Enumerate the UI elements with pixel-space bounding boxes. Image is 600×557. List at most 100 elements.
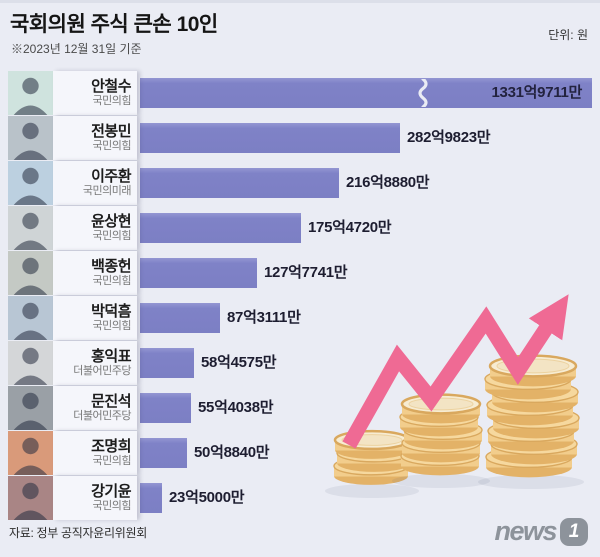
coin-stacks bbox=[325, 354, 584, 498]
member-name: 문진석 bbox=[91, 393, 131, 410]
value-label: 87억3111만 bbox=[227, 309, 301, 326]
member-photo bbox=[8, 431, 53, 475]
source-note: 자료: 정부 공직자윤리위원회 bbox=[9, 526, 147, 540]
table-row: 이주환 국민의미래 216억8880만 bbox=[8, 161, 592, 205]
news1-logo-badge: 1 bbox=[560, 517, 588, 546]
table-row: 안철수 국민의힘 1331억9711만 bbox=[8, 71, 592, 115]
member-label-panel: 전봉민 국민의힘 bbox=[53, 116, 137, 160]
person-silhouette-icon bbox=[8, 386, 53, 430]
value-label: 58억4575만 bbox=[201, 354, 277, 371]
member-photo bbox=[8, 386, 53, 430]
value-label: 50억8840만 bbox=[194, 444, 270, 461]
member-party: 국민의힘 bbox=[92, 95, 132, 107]
top-border-line bbox=[0, 0, 600, 3]
value-bar: 1331억9711만 bbox=[140, 78, 592, 108]
table-row: 전봉민 국민의힘 282억9823만 bbox=[8, 116, 592, 160]
bar-track: 55억4038만 bbox=[140, 386, 592, 430]
person-silhouette-icon bbox=[8, 341, 53, 385]
member-name: 안철수 bbox=[91, 78, 131, 95]
bar-track: 50억8840만 bbox=[140, 431, 592, 475]
member-name: 강기윤 bbox=[91, 483, 131, 500]
member-name: 이주환 bbox=[91, 168, 131, 185]
member-party: 국민의힘 bbox=[92, 230, 132, 242]
member-photo bbox=[8, 71, 53, 115]
value-bar bbox=[140, 438, 187, 468]
member-party: 국민의힘 bbox=[92, 275, 132, 287]
bar-track: 175억4720만 bbox=[140, 206, 592, 250]
person-silhouette-icon bbox=[8, 161, 53, 205]
member-party: 국민의힘 bbox=[92, 500, 132, 512]
news1-logo-text: news bbox=[494, 516, 557, 546]
bar-track: 1331억9711만 bbox=[140, 71, 592, 115]
value-bar bbox=[140, 303, 220, 333]
member-name: 전봉민 bbox=[91, 123, 131, 140]
member-label-panel: 이주환 국민의미래 bbox=[53, 161, 137, 205]
value-bar bbox=[140, 258, 257, 288]
member-party: 국민의힘 bbox=[92, 455, 132, 467]
member-photo bbox=[8, 161, 53, 205]
person-silhouette-icon bbox=[8, 71, 53, 115]
member-label-panel: 박덕흠 국민의힘 bbox=[53, 296, 137, 340]
person-silhouette-icon bbox=[8, 251, 53, 295]
member-photo bbox=[8, 476, 53, 520]
member-name: 박덕흠 bbox=[91, 303, 131, 320]
member-name: 홍익표 bbox=[91, 348, 131, 365]
table-row: 조명희 국민의힘 50억8840만 bbox=[8, 431, 592, 475]
table-row: 박덕흠 국민의힘 87억3111만 bbox=[8, 296, 592, 340]
value-bar bbox=[140, 348, 194, 378]
value-bar bbox=[140, 393, 191, 423]
value-label: 23억5000만 bbox=[169, 489, 245, 506]
person-silhouette-icon bbox=[8, 296, 53, 340]
unit-label: 단위: 원 bbox=[548, 28, 588, 42]
table-row: 강기윤 국민의힘 23억5000만 bbox=[8, 476, 592, 520]
member-party: 더불어민주당 bbox=[73, 410, 131, 422]
member-name: 윤상현 bbox=[91, 213, 131, 230]
member-name: 백종헌 bbox=[91, 258, 131, 275]
as-of-date-note: ※2023년 12월 31일 기준 bbox=[11, 42, 142, 56]
bar-track: 23억5000만 bbox=[140, 476, 592, 520]
bar-track: 58억4575만 bbox=[140, 341, 592, 385]
member-label-panel: 안철수 국민의힘 bbox=[53, 71, 137, 115]
table-row: 백종헌 국민의힘 127억7741만 bbox=[8, 251, 592, 295]
member-photo bbox=[8, 206, 53, 250]
bar-track: 216억8880만 bbox=[140, 161, 592, 205]
member-party: 국민의힘 bbox=[92, 140, 132, 152]
rising-arrow-icon bbox=[342, 294, 569, 449]
table-row: 홍익표 더불어민주당 58억4575만 bbox=[8, 341, 592, 385]
person-silhouette-icon bbox=[8, 476, 53, 520]
member-party: 국민의힘 bbox=[92, 320, 132, 332]
member-label-panel: 홍익표 더불어민주당 bbox=[53, 341, 137, 385]
member-photo bbox=[8, 341, 53, 385]
member-label-panel: 문진석 더불어민주당 bbox=[53, 386, 137, 430]
value-label: 216억8880만 bbox=[346, 174, 430, 191]
member-label-panel: 조명희 국민의힘 bbox=[53, 431, 137, 475]
person-silhouette-icon bbox=[8, 206, 53, 250]
member-photo bbox=[8, 251, 53, 295]
table-row: 윤상현 국민의힘 175억4720만 bbox=[8, 206, 592, 250]
person-silhouette-icon bbox=[8, 116, 53, 160]
member-party: 더불어민주당 bbox=[73, 365, 131, 377]
member-party: 국민의미래 bbox=[82, 185, 132, 197]
value-bar bbox=[140, 213, 301, 243]
value-bar bbox=[140, 168, 339, 198]
bar-chart: 안철수 국민의힘 1331억9711만 전봉민 국민의힘 bbox=[8, 71, 592, 521]
news1-logo: news 1 bbox=[494, 516, 588, 547]
value-label: 127억7741만 bbox=[264, 264, 348, 281]
bar-track: 127억7741만 bbox=[140, 251, 592, 295]
bar-track: 282억9823만 bbox=[140, 116, 592, 160]
member-photo bbox=[8, 296, 53, 340]
coin-stacks-rising-arrow-illustration bbox=[325, 294, 584, 498]
member-label-panel: 백종헌 국민의힘 bbox=[53, 251, 137, 295]
member-label-panel: 강기윤 국민의힘 bbox=[53, 476, 137, 520]
value-bar bbox=[140, 483, 162, 513]
axis-break-squiggle-icon bbox=[418, 79, 428, 107]
member-name: 조명희 bbox=[91, 438, 131, 455]
member-label-panel: 윤상현 국민의힘 bbox=[53, 206, 137, 250]
value-label: 175억4720만 bbox=[308, 219, 392, 236]
person-silhouette-icon bbox=[8, 431, 53, 475]
value-label: 282억9823만 bbox=[407, 129, 491, 146]
bar-track: 87억3111만 bbox=[140, 296, 592, 340]
value-bar bbox=[140, 123, 400, 153]
value-label-inside: 1331억9711만 bbox=[491, 84, 582, 101]
